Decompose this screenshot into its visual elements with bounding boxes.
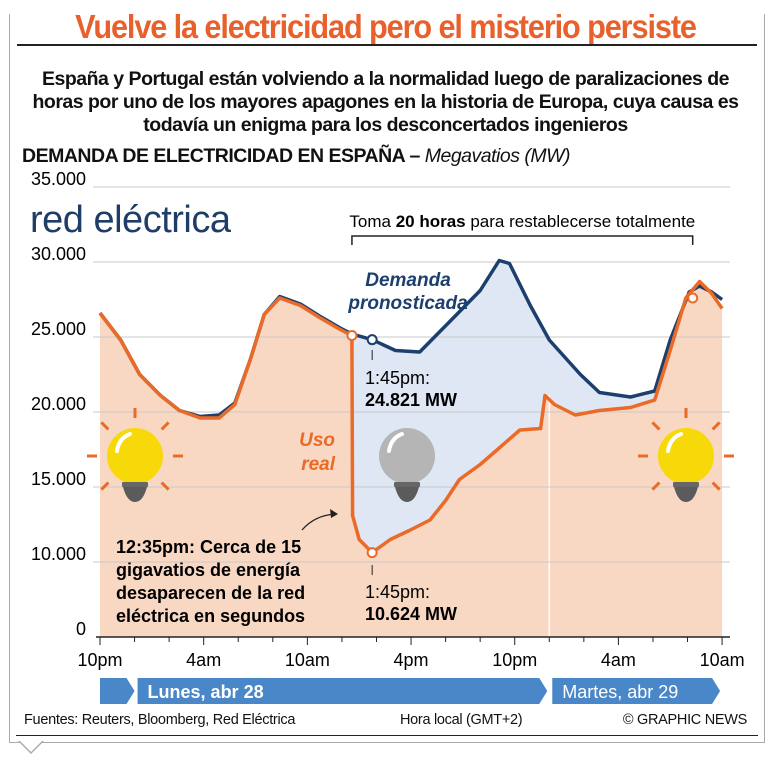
note-arrowhead (330, 509, 338, 518)
bulb-base (122, 482, 148, 487)
forecast-demand-line (98, 258, 724, 419)
real-1-45pm-marker (366, 547, 378, 559)
light-ray (711, 481, 721, 491)
forecast-value: 24.821 MW (365, 390, 457, 410)
day-band (552, 678, 721, 704)
y-tick-label: 0 (76, 619, 86, 639)
day-label: Lunes, abr 28 (148, 682, 264, 702)
light-ray (160, 421, 170, 431)
blackout-note-line: eléctrica en segundos (116, 606, 305, 626)
light-ray (651, 421, 661, 431)
forecast-1-45pm-marker (366, 334, 378, 346)
forecast-series-label: pronosticada (347, 293, 468, 314)
blackout-note-line: 12:35pm: Cerca de 15 (116, 537, 301, 557)
light-ray (160, 481, 170, 491)
shortfall-area (351, 260, 690, 553)
restore-time-bracket (351, 235, 694, 245)
light-ray (651, 481, 661, 491)
restore-time-part: 20 horas (396, 212, 466, 231)
red-electrica-logo: red eléctrica (30, 199, 232, 241)
bulb-socket (674, 487, 698, 502)
blackout-note-line: desaparecen de la red (116, 583, 305, 603)
recovery-marker (687, 292, 699, 304)
headline-rule (17, 44, 757, 46)
lit-bulb-icon (87, 408, 183, 502)
real-series-label: Uso (299, 430, 335, 451)
bulb-socket (123, 487, 147, 502)
y-tick-label: 35.000 (31, 169, 86, 189)
chart-unit: Megavatios (MW) (424, 145, 571, 167)
x-tick-label: 10pm (492, 650, 537, 670)
bulb-highlight (115, 432, 132, 453)
bulb-socket (395, 487, 419, 502)
timezone-note: Hora local (GMT+2) (400, 712, 523, 728)
bulb-neck (123, 474, 147, 484)
restore-time-part: para restablecerse totalmente (466, 212, 696, 231)
y-tick-label: 15.000 (31, 469, 86, 489)
bulb-neck (395, 474, 419, 484)
x-tick-label: 4am (186, 650, 221, 670)
real-value-time: 1:45pm: (365, 582, 430, 602)
y-tick-label: 30.000 (31, 244, 86, 264)
blackout-note-line: gigavatios de energía (116, 560, 301, 580)
forecast-value-time: 1:45pm: (365, 368, 430, 388)
x-tick-label: 10am (700, 650, 745, 670)
day-label: Martes, abr 29 (562, 682, 678, 702)
blackout-start-marker (346, 330, 358, 341)
x-tick-label: 4am (601, 650, 636, 670)
y-tick-label: 10.000 (31, 544, 86, 564)
day-band (137, 678, 548, 704)
graphic-frame (9, 14, 765, 743)
headline: Vuelve la electricidad pero el misterio … (75, 8, 697, 45)
bulb-highlight (666, 432, 683, 453)
bulb-base (394, 482, 420, 487)
real-value: 10.624 MW (365, 604, 457, 624)
y-tick-label: 20.000 (31, 394, 86, 414)
real-usage-area (100, 281, 723, 637)
real-usage-line (98, 279, 724, 555)
unlit-bulb-icon (379, 428, 435, 502)
lit-bulb-icon (638, 408, 734, 502)
y-tick-label: 25.000 (31, 319, 86, 339)
bulb-highlight (387, 432, 404, 453)
chart-title: DEMANDA DE ELECTRICIDAD EN ESPAÑA – Mega… (22, 145, 571, 168)
bulb-neck (674, 474, 698, 484)
light-ray (711, 421, 721, 431)
day-band (100, 678, 135, 704)
restore-time-part: Toma (349, 212, 395, 231)
subtitle: España y Portugal están volviendo a la n… (32, 68, 740, 136)
light-ray (100, 421, 110, 431)
forecast-series-label: Demanda (365, 270, 451, 291)
light-ray (100, 481, 110, 491)
credit: © GRAPHIC NEWS (622, 712, 747, 728)
frame-notch (18, 740, 44, 754)
x-tick-label: 4pm (394, 650, 429, 670)
real-series-label: real (301, 454, 336, 475)
x-tick-label: 10pm (77, 650, 122, 670)
chart-title-text: DEMANDA DE ELECTRICIDAD EN ESPAÑA – (22, 145, 420, 167)
sources: Fuentes: Reuters, Bloomberg, Red Eléctri… (24, 712, 296, 728)
bulb-base (673, 482, 699, 487)
restore-time-label: Toma 20 horas para restablecerse totalme… (349, 212, 695, 231)
footer-rule (16, 735, 758, 736)
x-tick-label: 10am (285, 650, 330, 670)
